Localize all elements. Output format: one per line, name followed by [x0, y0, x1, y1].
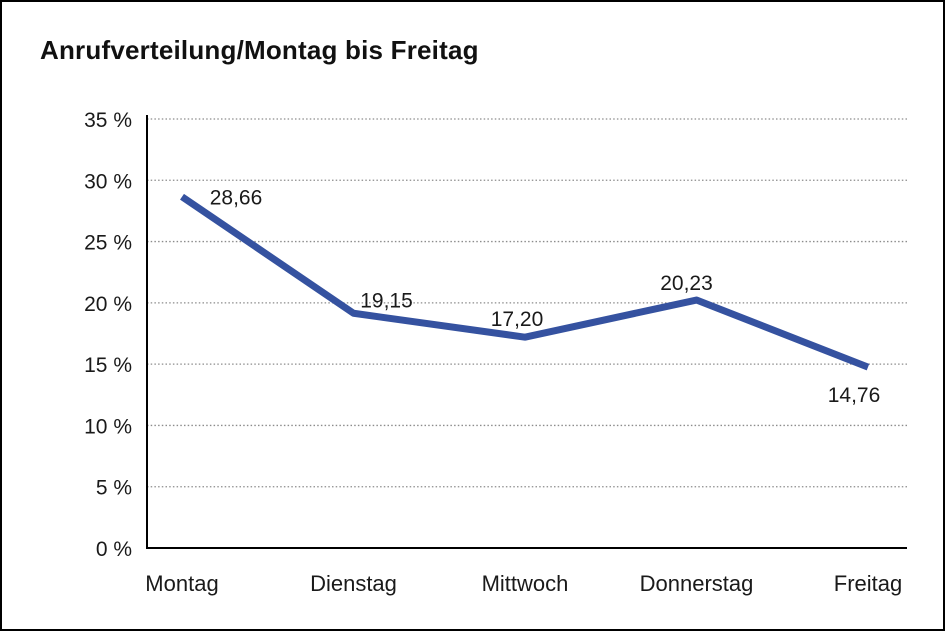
- chart-title: Anrufverteilung/Montag bis Freitag: [40, 35, 479, 65]
- y-tick-label: 20 %: [84, 293, 132, 316]
- x-category-label: Donnerstag: [640, 571, 754, 596]
- value-label: 17,20: [491, 308, 544, 331]
- x-category-label: Mittwoch: [482, 571, 569, 596]
- y-tick-label: 15 %: [84, 354, 132, 377]
- y-tick-label: 10 %: [84, 415, 132, 438]
- value-label: 28,66: [210, 187, 263, 210]
- value-label: 20,23: [660, 272, 713, 295]
- y-tick-label: 35 %: [84, 109, 132, 132]
- y-tick-label: 30 %: [84, 170, 132, 193]
- x-category-label: Freitag: [834, 571, 902, 596]
- value-label: 19,15: [360, 289, 413, 312]
- y-tick-label: 5 %: [96, 477, 132, 500]
- x-category-label: Dienstag: [310, 571, 397, 596]
- y-tick-label: 25 %: [84, 232, 132, 255]
- y-tick-label: 0 %: [96, 538, 132, 561]
- data-line: [180, 193, 870, 371]
- value-label: 14,76: [828, 384, 881, 407]
- x-category-label: Montag: [145, 571, 218, 596]
